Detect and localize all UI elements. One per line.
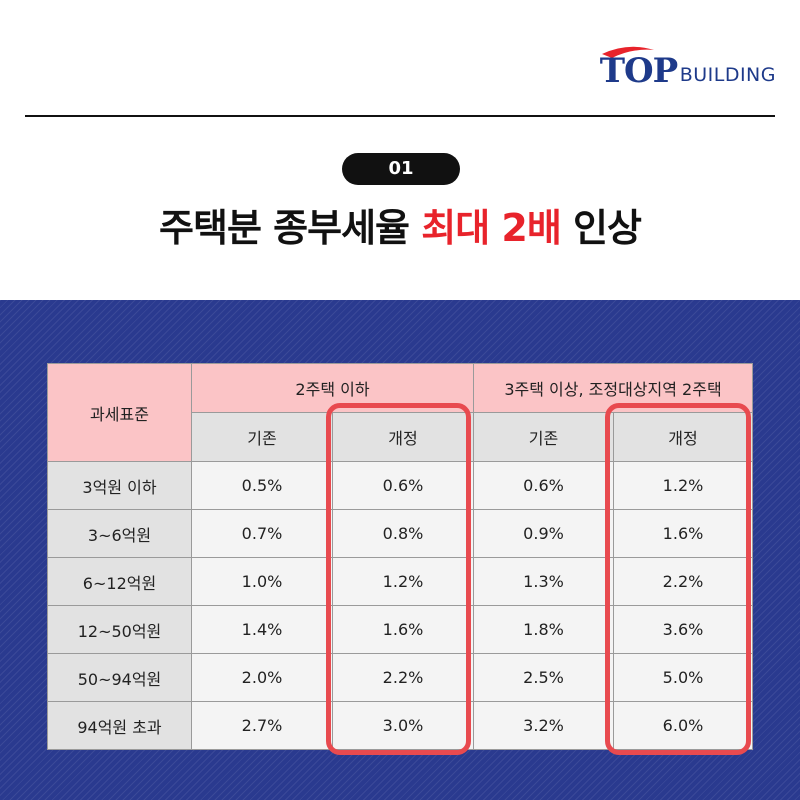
- title-text-before: 주택분 종부세율: [159, 206, 422, 250]
- title-text-after: 인상: [560, 206, 642, 250]
- table-row: 3~6억원 0.7% 0.8% 0.9% 1.6%: [47, 509, 753, 558]
- table-row: 3억원 이하 0.5% 0.6% 0.6% 1.2%: [47, 461, 753, 510]
- table-row: 12~50억원 1.4% 1.6% 1.8% 3.6%: [47, 605, 753, 654]
- rate-cell: 1.6%: [332, 605, 474, 654]
- subheader-cell: 개정: [613, 412, 753, 462]
- section-number-badge: 01: [342, 153, 460, 185]
- rate-cell: 1.2%: [332, 557, 474, 606]
- rate-cell: 0.8%: [332, 509, 474, 558]
- rate-cell: 0.7%: [191, 509, 333, 558]
- rate-cell: 2.5%: [473, 653, 614, 702]
- rate-cell: 3.0%: [332, 701, 474, 750]
- rate-cell: 1.3%: [473, 557, 614, 606]
- rate-cell: 2.7%: [191, 701, 333, 750]
- subheader-cell: 기존: [473, 412, 614, 462]
- logo-wordmark: BUILDING: [679, 64, 776, 86]
- group-header-2: 3주택 이상, 조정대상지역 2주택: [473, 363, 753, 413]
- logo-mark: TOP: [598, 44, 678, 92]
- table-row: 6~12억원 1.0% 1.2% 1.3% 2.2%: [47, 557, 753, 606]
- row-label: 94억원 초과: [47, 701, 192, 750]
- rate-cell: 6.0%: [613, 701, 753, 750]
- rate-cell: 1.6%: [613, 509, 753, 558]
- row-label: 12~50억원: [47, 605, 192, 654]
- rate-cell: 0.6%: [473, 461, 614, 510]
- rate-cell: 1.2%: [613, 461, 753, 510]
- row-label: 50~94억원: [47, 653, 192, 702]
- subheader-cell: 개정: [332, 412, 474, 462]
- row-label: 6~12억원: [47, 557, 192, 606]
- table-row: 50~94억원 2.0% 2.2% 2.5% 5.0%: [47, 653, 753, 702]
- row-label: 3~6억원: [47, 509, 192, 558]
- rate-cell: 2.2%: [332, 653, 474, 702]
- rate-cell: 5.0%: [613, 653, 753, 702]
- group-header-1: 2주택 이하: [191, 363, 474, 413]
- row-header-cell: 과세표준: [47, 363, 192, 462]
- rate-cell: 3.6%: [613, 605, 753, 654]
- rate-cell: 0.5%: [191, 461, 333, 510]
- rate-cell: 2.0%: [191, 653, 333, 702]
- logo-mark-text: TOP: [599, 51, 678, 91]
- logo-swoosh-icon: [601, 46, 654, 58]
- rate-cell: 1.4%: [191, 605, 333, 654]
- header-divider: [25, 115, 775, 117]
- tax-rate-table: 과세표준 2주택 이하 3주택 이상, 조정대상지역 2주택 기존 개정 기존 …: [47, 363, 753, 750]
- row-label: 3억원 이하: [47, 461, 192, 510]
- rate-cell: 3.2%: [473, 701, 614, 750]
- subheader-cell: 기존: [191, 412, 333, 462]
- title-highlight: 최대 2배: [421, 206, 562, 250]
- table-row: 94억원 초과 2.7% 3.0% 3.2% 6.0%: [47, 701, 753, 750]
- brand-logo: TOP BUILDING: [598, 42, 776, 92]
- rate-cell: 0.6%: [332, 461, 474, 510]
- rate-cell: 1.0%: [191, 557, 333, 606]
- rate-cell: 2.2%: [613, 557, 753, 606]
- rate-cell: 1.8%: [473, 605, 614, 654]
- page-title: 주택분 종부세율 최대 2배 인상: [0, 197, 800, 252]
- rate-cell: 0.9%: [473, 509, 614, 558]
